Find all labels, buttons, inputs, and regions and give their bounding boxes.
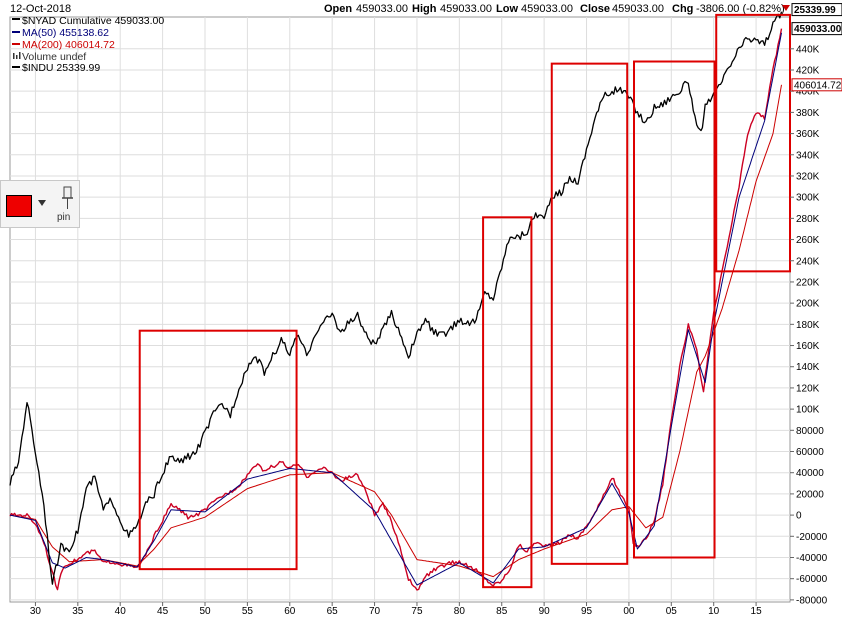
x-tick-label: 65 bbox=[327, 606, 339, 617]
color-picker-widget: pin bbox=[0, 180, 80, 228]
y-tick-label: 300K bbox=[796, 193, 820, 204]
last-value-text: 459033.00 bbox=[794, 24, 842, 35]
y-tick-label: 20000 bbox=[796, 489, 824, 500]
legend: $NYAD Cumulative 459033.00 MA(50) 455138… bbox=[12, 15, 164, 74]
x-tick-label: 05 bbox=[666, 606, 678, 617]
legend-ma200-text: MA(200) 406014.72 bbox=[22, 39, 115, 51]
legend-item-indu: $INDU 25339.99 bbox=[12, 62, 100, 74]
y-tick-label: 40000 bbox=[796, 468, 824, 479]
legend-item-ma50: MA(50) 455138.62 bbox=[12, 27, 109, 39]
chg-label: Chg bbox=[672, 3, 693, 15]
x-tick-label: 80 bbox=[454, 606, 466, 617]
high-label: High bbox=[412, 3, 437, 15]
low-value: 459033.00 bbox=[521, 3, 573, 15]
y-axis: -80000 -60000 -40000 -20000 0 20000 40000 60000… bbox=[790, 44, 828, 606]
high-value: 459033.00 bbox=[440, 3, 492, 15]
pin-icon bbox=[62, 186, 73, 209]
x-tick-label: 75 bbox=[411, 606, 423, 617]
x-tick-label: 55 bbox=[242, 606, 254, 617]
legend-indu-text: $INDU 25339.99 bbox=[22, 62, 100, 74]
x-axis: 30 35 40 45 50 55 60 65 70 75 80 85 90 95 00 05 10 15 bbox=[30, 602, 762, 617]
y-tick-label: 280K bbox=[796, 214, 820, 225]
y-tick-label: 120K bbox=[796, 383, 820, 394]
y-tick-label: 440K bbox=[796, 44, 820, 55]
x-tick-label: 35 bbox=[72, 606, 84, 617]
highlight-box bbox=[633, 60, 716, 559]
highlight-box bbox=[138, 329, 298, 571]
y-tick-label: -40000 bbox=[796, 553, 828, 564]
x-tick-label: 70 bbox=[369, 606, 381, 617]
x-tick-label: 90 bbox=[539, 606, 551, 617]
y-tick-label: -60000 bbox=[796, 574, 828, 585]
x-tick-label: 40 bbox=[115, 606, 127, 617]
x-tick-label: 85 bbox=[496, 606, 508, 617]
y-tick-label: 140K bbox=[796, 362, 820, 373]
last-value-labels: 25339.99 459033.00 406014.72 bbox=[791, 3, 842, 92]
y-tick-label: 0 bbox=[796, 511, 802, 522]
volume-bars-icon bbox=[13, 52, 21, 59]
x-tick-label: 00 bbox=[623, 606, 635, 617]
highlight-box bbox=[715, 13, 792, 273]
legend-item-ma200: MA(200) 406014.72 bbox=[12, 39, 115, 51]
x-tick-label: 15 bbox=[751, 606, 763, 617]
y-tick-label: 360K bbox=[796, 129, 820, 140]
color-swatch[interactable] bbox=[6, 195, 32, 217]
y-tick-label: 80000 bbox=[796, 426, 824, 437]
x-tick-label: 50 bbox=[199, 606, 211, 617]
last-value-tag: 25339.99 bbox=[791, 3, 842, 16]
pin-label: pin bbox=[57, 212, 71, 223]
last-value-text: 406014.72 bbox=[794, 80, 842, 91]
x-tick-label: 30 bbox=[30, 606, 42, 617]
x-tick-label: 10 bbox=[708, 606, 720, 617]
y-tick-label: 100K bbox=[796, 405, 820, 416]
y-tick-label: 400K bbox=[796, 87, 820, 98]
y-tick-label: 380K bbox=[796, 108, 820, 119]
close-value: 459033.00 bbox=[612, 3, 664, 15]
x-tick-label: 95 bbox=[581, 606, 593, 617]
x-tick-label: 60 bbox=[284, 606, 296, 617]
series-line-ma50 bbox=[9, 32, 782, 586]
y-tick-label: 260K bbox=[796, 235, 820, 246]
y-tick-label: 60000 bbox=[796, 447, 824, 458]
plot-area bbox=[9, 16, 791, 603]
y-tick-label: 320K bbox=[796, 171, 820, 182]
chg-down-arrow-icon bbox=[782, 5, 790, 11]
last-value-text: 25339.99 bbox=[794, 5, 836, 16]
open-label: Open bbox=[324, 3, 352, 15]
chg-value: -3806.00 (-0.82%) bbox=[696, 3, 785, 15]
close-label: Close bbox=[580, 3, 610, 15]
header-date: 12-Oct-2018 bbox=[10, 3, 71, 15]
y-tick-label: 240K bbox=[796, 256, 820, 267]
header-bar: 12-Oct-2018 Open 459033.00 High 459033.0… bbox=[10, 3, 790, 15]
last-value-tag: 459033.00 bbox=[791, 22, 842, 36]
legend-ma50-text: MA(50) 455138.62 bbox=[22, 27, 109, 39]
y-tick-label: 180K bbox=[796, 320, 820, 331]
open-value: 459033.00 bbox=[356, 3, 408, 15]
y-tick-label: 420K bbox=[796, 65, 820, 76]
y-tick-label: 220K bbox=[796, 277, 820, 288]
y-tick-label: -80000 bbox=[796, 595, 828, 606]
last-value-tag: 406014.72 bbox=[791, 78, 842, 92]
legend-nyad-text: $NYAD Cumulative 459033.00 bbox=[22, 15, 164, 27]
chevron-down-icon[interactable] bbox=[38, 200, 46, 206]
y-tick-label: 340K bbox=[796, 150, 820, 161]
highlight-box bbox=[550, 62, 629, 565]
highlight-box bbox=[482, 216, 533, 589]
legend-item-nyad: $NYAD Cumulative 459033.00 bbox=[12, 15, 164, 27]
y-tick-label: 200K bbox=[796, 299, 820, 310]
legend-item-volume: Volume undef bbox=[13, 51, 86, 63]
y-tick-label: 160K bbox=[796, 341, 820, 352]
x-tick-label: 45 bbox=[157, 606, 169, 617]
y-tick-label: -20000 bbox=[796, 532, 828, 543]
highlight-boxes bbox=[138, 13, 792, 589]
pin-button[interactable]: pin bbox=[57, 185, 79, 227]
low-label: Low bbox=[496, 3, 518, 15]
legend-volume-text: Volume undef bbox=[22, 51, 86, 63]
